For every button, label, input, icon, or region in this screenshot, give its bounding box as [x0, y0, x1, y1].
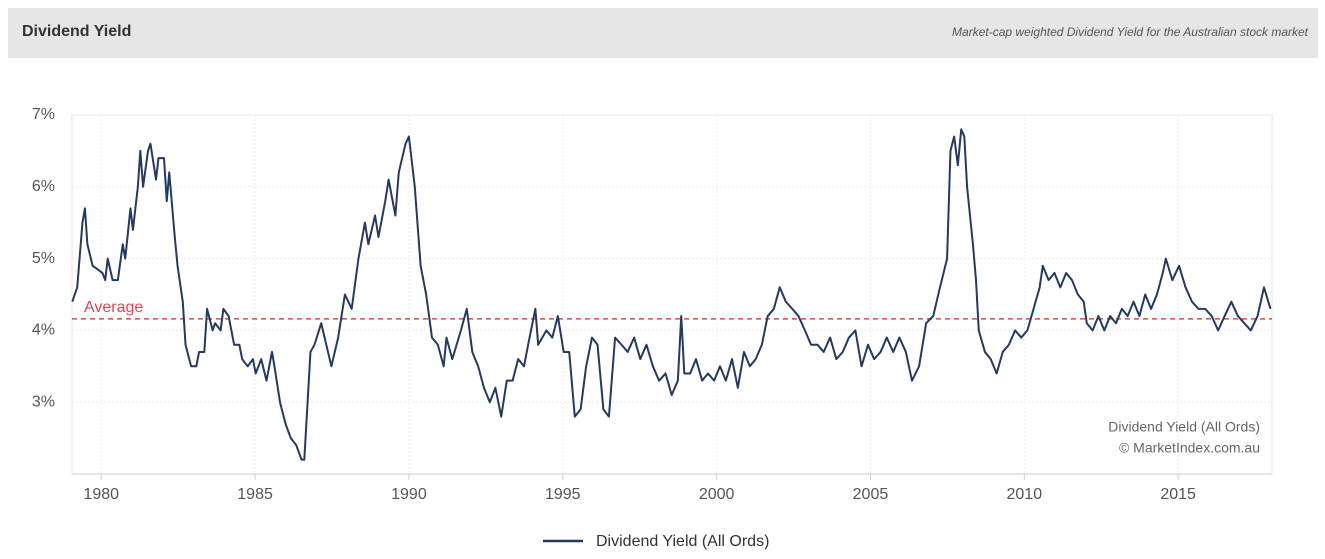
y-tick-label: 5% — [32, 250, 55, 267]
series-line — [71, 128, 1272, 461]
y-tick-label: 3% — [32, 393, 55, 410]
chart-title: Dividend Yield — [22, 23, 131, 40]
x-tick-label: 2010 — [1007, 486, 1043, 503]
y-tick-label: 7% — [32, 106, 55, 123]
header-bar — [8, 8, 1318, 58]
legend-label: Dividend Yield (All Ords) — [596, 533, 769, 550]
y-tick-label: 4% — [32, 322, 55, 339]
y-tick-label: 6% — [32, 178, 55, 195]
average-label: Average — [84, 299, 143, 316]
chart-subtitle: Market-cap weighted Dividend Yield for t… — [952, 25, 1309, 39]
x-tick-label: 2015 — [1160, 486, 1196, 503]
credit: Dividend Yield (All Ords) — [1108, 419, 1260, 435]
x-tick-label: 1995 — [545, 486, 581, 503]
x-tick-label: 1985 — [237, 486, 273, 503]
x-tick-label: 1990 — [391, 486, 427, 503]
x-tick-label: 1980 — [83, 486, 119, 503]
credit: © MarketIndex.com.au — [1119, 440, 1260, 456]
x-tick-label: 2000 — [699, 486, 735, 503]
plot-frame — [71, 114, 1273, 475]
x-tick-label: 2005 — [853, 486, 889, 503]
